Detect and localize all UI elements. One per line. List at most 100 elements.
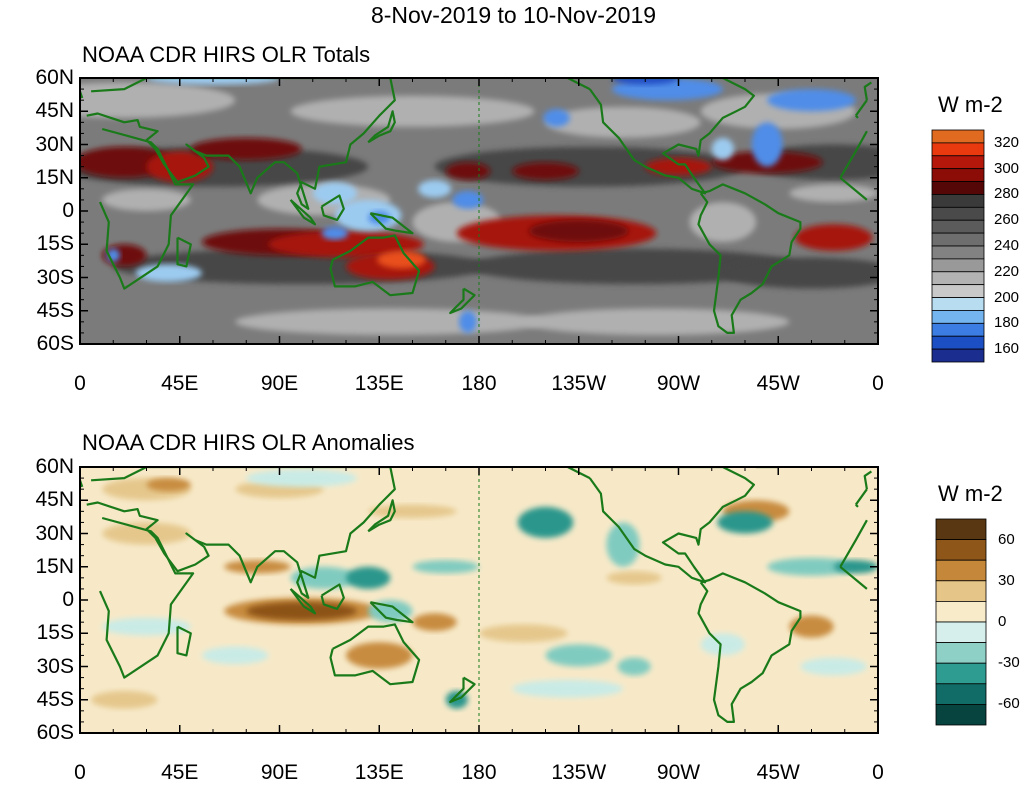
colorbar-label: -60 bbox=[998, 695, 1020, 713]
coastline bbox=[176, 625, 192, 657]
colorbar-label: 280 bbox=[994, 185, 1020, 203]
field-patch bbox=[368, 504, 457, 518]
field-patch bbox=[368, 600, 413, 623]
colorbar-bin bbox=[931, 284, 985, 298]
lat-label: 60N bbox=[35, 66, 74, 89]
colorbar-bin bbox=[931, 129, 985, 144]
colorbar-bin bbox=[931, 271, 985, 286]
field-patch bbox=[334, 199, 402, 231]
field-patch bbox=[412, 613, 457, 632]
colorbar-bin bbox=[935, 539, 987, 561]
field-patch bbox=[700, 633, 745, 656]
colorbar-bin bbox=[931, 181, 985, 195]
field-patch bbox=[606, 522, 640, 567]
coastline bbox=[855, 114, 859, 119]
coastline bbox=[839, 176, 868, 201]
field-patch bbox=[91, 690, 158, 709]
colorbar-bin bbox=[935, 662, 987, 685]
field-patch bbox=[102, 188, 191, 212]
coastline bbox=[367, 499, 396, 533]
field-patch bbox=[528, 219, 629, 243]
colorbar-label: 160 bbox=[994, 340, 1020, 358]
lon-label: 90W bbox=[656, 372, 701, 395]
coastline bbox=[329, 623, 421, 686]
coastline bbox=[320, 194, 345, 221]
field-patch bbox=[445, 162, 491, 180]
colorbar-bin bbox=[935, 621, 987, 644]
lon-label: 45E bbox=[161, 372, 199, 395]
lat-label: 45S bbox=[36, 298, 74, 322]
field-patch bbox=[135, 264, 202, 282]
lat-label: 15N bbox=[35, 165, 74, 189]
coastline bbox=[98, 516, 195, 679]
lon-label: 45W bbox=[756, 372, 800, 395]
lon-label: 135E bbox=[354, 372, 404, 395]
field-patch bbox=[767, 557, 856, 576]
field-patch bbox=[290, 95, 535, 127]
field-patch bbox=[459, 310, 477, 333]
field-patch bbox=[452, 191, 484, 209]
lon-label: 180 bbox=[461, 372, 497, 395]
coastline bbox=[329, 234, 421, 297]
field-patch bbox=[146, 478, 191, 492]
field-patch bbox=[545, 644, 612, 667]
field-patch bbox=[512, 679, 624, 698]
lat-label: 30N bbox=[35, 132, 74, 156]
colorbar-label: 320 bbox=[994, 133, 1020, 151]
field-patch bbox=[201, 646, 269, 665]
colorbar-bin bbox=[931, 335, 985, 350]
coastline bbox=[566, 467, 755, 584]
lon-label: 45E bbox=[161, 761, 199, 784]
lat-label: 60S bbox=[36, 332, 74, 355]
colorbar-bin bbox=[935, 559, 987, 582]
lat-label: 15S bbox=[36, 232, 74, 256]
field-patch bbox=[235, 308, 546, 336]
coastline bbox=[697, 572, 802, 723]
field-patch bbox=[800, 657, 867, 676]
colorbar-bin bbox=[931, 168, 985, 182]
colorbar-label: 200 bbox=[994, 288, 1020, 306]
coastline bbox=[367, 110, 396, 144]
colorbar-bin bbox=[931, 258, 985, 273]
field-patch bbox=[751, 122, 783, 167]
colorbar-bin bbox=[935, 683, 987, 705]
coastline bbox=[369, 601, 414, 624]
field-patch bbox=[543, 109, 570, 127]
field-patch bbox=[645, 157, 712, 176]
lon-label: 0 bbox=[74, 372, 86, 395]
colorbar-label: 220 bbox=[994, 262, 1020, 280]
lon-label: 90E bbox=[260, 372, 299, 395]
field-patch bbox=[312, 182, 358, 205]
lon-label: 90E bbox=[260, 761, 299, 784]
coastline bbox=[449, 287, 476, 315]
colorbar-label: 260 bbox=[994, 211, 1020, 229]
coastline bbox=[855, 503, 859, 508]
field-patch bbox=[246, 469, 358, 487]
main-title: 8-Nov-2019 to 10-Nov-2019 bbox=[370, 2, 657, 28]
colorbar-bin bbox=[931, 206, 985, 221]
lon-label: 135W bbox=[551, 372, 607, 395]
colorbar-label: 240 bbox=[994, 237, 1020, 254]
field-patch bbox=[290, 566, 358, 589]
colorbar-label: 60 bbox=[998, 530, 1015, 548]
coastline bbox=[289, 588, 317, 615]
lon-label: 180 bbox=[461, 761, 497, 784]
lat-label: 30S bbox=[36, 265, 74, 289]
field-patch bbox=[102, 522, 191, 545]
colorbar-label: 0 bbox=[998, 613, 1007, 630]
lon-label: 0 bbox=[872, 372, 884, 395]
lat-label: 60N bbox=[35, 455, 74, 478]
colorbar-bin bbox=[935, 642, 987, 664]
lon-label: 90W bbox=[656, 761, 701, 784]
coastline bbox=[566, 78, 755, 195]
field-patch bbox=[689, 202, 757, 243]
field-patch bbox=[467, 248, 801, 285]
field-patch bbox=[767, 89, 856, 112]
lat-label: 45N bbox=[35, 488, 74, 512]
field-patch bbox=[478, 624, 568, 643]
coastline bbox=[863, 470, 873, 490]
field-patch bbox=[523, 308, 790, 336]
lon-label: 45W bbox=[756, 761, 800, 784]
lat-label: 15S bbox=[36, 621, 74, 645]
